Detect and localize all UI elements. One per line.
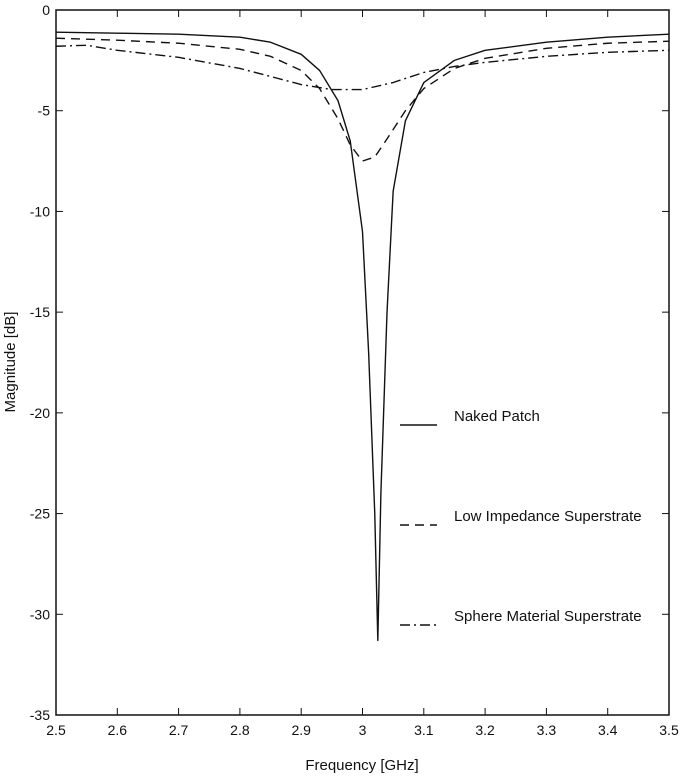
y-tick-label: -5 [38,103,51,119]
y-tick-label: 0 [42,2,50,18]
x-tick-label: 3.5 [659,722,679,738]
legend-label: Sphere Material Superstrate [454,608,642,625]
x-tick-label: 3.3 [537,722,557,738]
series-line [55,37,670,162]
y-tick-label: -15 [30,304,50,320]
x-tick-label: 3 [359,722,367,738]
ticks: 2.5 2.6 2.7 2.8 2.9 3 3.1 3.2 3.3 3.4 3.5 0 -5 -10 -15… [30,2,679,738]
x-tick-label: 3.4 [598,722,618,738]
legend: Naked Patch Low Impedance Superstrate Sphe… [400,408,642,626]
x-tick-label: 3.1 [414,722,434,738]
x-axis-label: Frequency [GHz] [305,757,418,774]
series-group [55,31,670,642]
x-tick-label: 2.5 [46,722,66,738]
series-line [55,44,670,91]
legend-label: Low Impedance Superstrate [454,508,642,525]
x-tick-label: 2.7 [169,722,189,738]
x-tick-label: 2.6 [108,722,128,738]
x-tick-label: 2.9 [291,722,311,738]
y-axis-label: Magnitude [dB] [2,312,19,413]
legend-label: Naked Patch [454,408,540,425]
y-tick-label: -20 [30,405,50,421]
x-tick-label: 2.8 [230,722,250,738]
y-tick-label: -10 [30,203,50,219]
x-tick-label: 3.2 [475,722,495,738]
y-tick-label: -35 [30,707,50,723]
y-tick-label: -25 [30,506,50,522]
y-tick-label: -30 [30,606,50,622]
series-line [55,31,670,642]
